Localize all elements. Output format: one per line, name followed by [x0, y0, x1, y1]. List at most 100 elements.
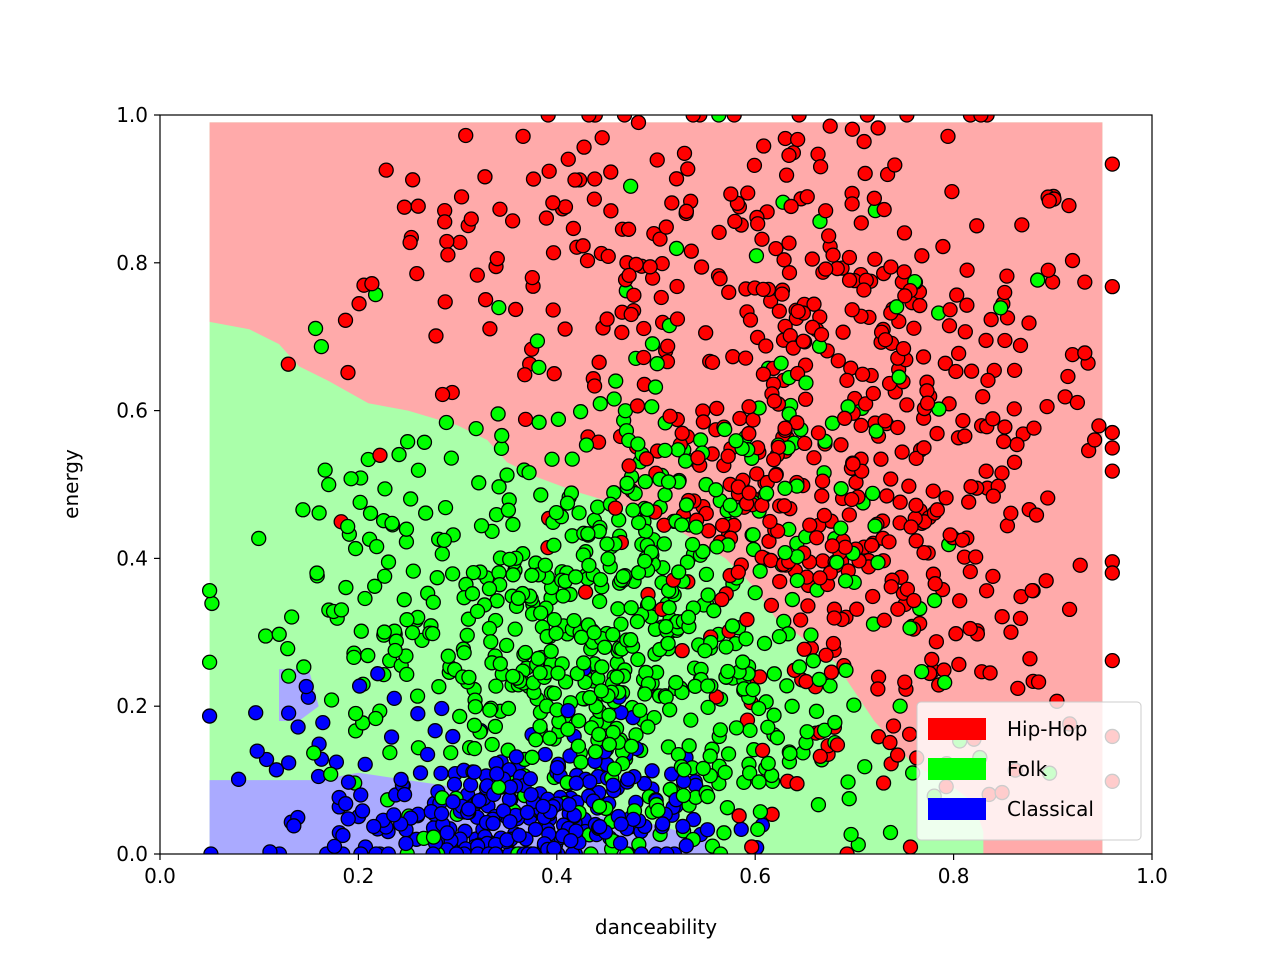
hip-hop-point [772, 573, 788, 590]
folk-point [630, 436, 646, 452]
hip-hop-point [1040, 490, 1056, 506]
folk-point [892, 698, 908, 714]
hip-hop-point [678, 203, 695, 219]
hip-hop-point [916, 544, 932, 561]
hip-hop-point [961, 494, 977, 510]
hip-hop-point [704, 354, 721, 371]
hip-hop-point [798, 673, 814, 690]
folk-point [712, 722, 729, 738]
hip-hop-point [1003, 505, 1019, 521]
hip-hop-point [614, 324, 630, 341]
hip-hop-legend-swatch [928, 718, 986, 740]
classical-point [335, 827, 351, 844]
folk-point [650, 802, 666, 819]
hip-hop-point [978, 332, 994, 349]
folk-point [348, 705, 364, 722]
hip-hop-point [628, 256, 644, 273]
folk-point [615, 568, 631, 585]
folk-point [592, 571, 609, 588]
hip-hop-point [908, 450, 924, 467]
folk-point [658, 619, 674, 635]
folk-point [728, 720, 745, 736]
folk-point [760, 755, 776, 772]
folk-point [841, 791, 857, 807]
hip-hop-point [968, 549, 984, 565]
hip-hop-point [477, 169, 493, 185]
folk-point [465, 564, 482, 581]
folk-point [586, 625, 602, 641]
classical-point [462, 777, 479, 793]
classical-point [620, 771, 636, 787]
hip-hop-point [938, 490, 954, 506]
folk-point [708, 482, 724, 498]
hip-hop-point [963, 479, 979, 495]
hip-hop-point [581, 115, 597, 123]
hip-hop-point [929, 502, 945, 518]
hip-hop-point [565, 220, 582, 237]
classical-point [489, 766, 505, 782]
hip-hop-point [916, 440, 932, 456]
folk-point [619, 475, 635, 491]
hip-hop-point [824, 538, 840, 554]
folk-point [706, 603, 722, 619]
hip-hop-point [538, 210, 555, 226]
hip-hop-point [541, 163, 557, 179]
folk-point [745, 681, 761, 698]
hip-hop-point [982, 665, 998, 681]
hip-hop-point [540, 115, 556, 123]
classical-point [281, 755, 297, 771]
folk-point [546, 685, 562, 702]
hip-hop-point [1104, 652, 1120, 669]
hip-hop-point [482, 321, 498, 337]
hip-hop-point [940, 128, 956, 145]
hip-hop-point [711, 224, 727, 241]
hip-hop-point [825, 247, 841, 263]
hip-hop-point [726, 115, 742, 123]
folk-point [517, 644, 534, 661]
folk-point [546, 537, 562, 553]
hip-hop-point [396, 199, 413, 215]
folk-point [391, 446, 407, 463]
folk-point [580, 526, 596, 542]
hip-hop-point [741, 425, 757, 442]
hip-hop-point [741, 485, 757, 501]
folk-point [582, 689, 598, 706]
folk-point [695, 760, 711, 777]
hip-hop-point [1061, 601, 1078, 618]
folk-point [914, 663, 930, 680]
hip-hop-point [810, 425, 827, 441]
hip-hop-point [1012, 610, 1029, 627]
folk-point [399, 612, 415, 628]
hip-hop-point [545, 195, 561, 211]
folk-point [201, 654, 218, 670]
hip-hop-point [731, 808, 747, 824]
classical-point [268, 762, 285, 778]
classical-point [368, 846, 384, 854]
classical-point [201, 708, 218, 724]
x-axis: 0.0 0.2 0.4 0.6 0.8 1.0 [144, 854, 1168, 888]
hip-hop-point [837, 539, 853, 555]
hip-hop-point [903, 519, 919, 535]
hip-hop-point [935, 238, 951, 255]
hip-hop-point [854, 366, 871, 382]
hip-hop-point [754, 231, 770, 247]
hip-hop-point [867, 251, 883, 267]
folk-point [493, 440, 510, 457]
hip-hop-point [1010, 680, 1026, 697]
folk-point [456, 645, 472, 661]
folk-point [644, 336, 661, 352]
hip-hop-point [978, 463, 994, 479]
folk-point [647, 379, 664, 395]
folk-point [555, 588, 571, 604]
classical-point [262, 844, 278, 854]
hip-hop-point [806, 296, 822, 312]
folk-point [891, 369, 907, 385]
folk-point [843, 826, 859, 843]
y-tick-label: 0.8 [116, 251, 148, 275]
hip-hop-point [364, 276, 380, 292]
folk-point [533, 605, 549, 621]
hip-hop-point [720, 448, 736, 464]
hip-hop-point [409, 265, 425, 282]
classical-point [659, 846, 675, 854]
hip-hop-point [712, 271, 728, 287]
